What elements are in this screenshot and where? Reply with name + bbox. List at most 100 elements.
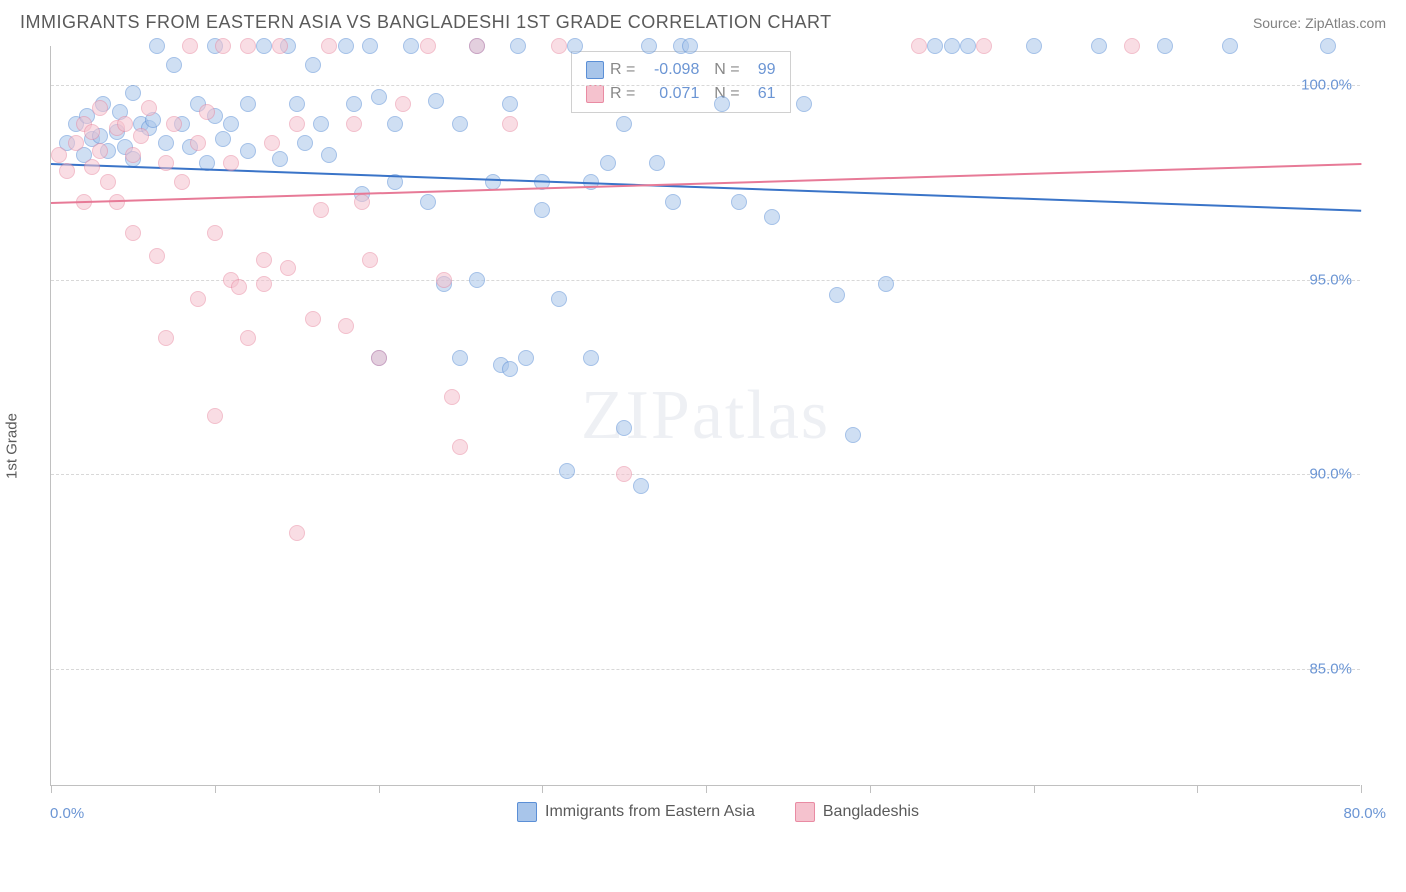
data-point — [600, 155, 616, 171]
data-point — [68, 135, 84, 151]
data-point — [469, 272, 485, 288]
x-tick — [542, 785, 543, 793]
data-point — [158, 330, 174, 346]
data-point — [149, 38, 165, 54]
data-point — [199, 104, 215, 120]
data-point — [502, 116, 518, 132]
x-tick — [379, 785, 380, 793]
x-tick — [706, 785, 707, 793]
data-point — [240, 38, 256, 54]
data-point — [371, 89, 387, 105]
data-point — [215, 38, 231, 54]
data-point — [616, 466, 632, 482]
data-point — [420, 194, 436, 210]
data-point — [362, 38, 378, 54]
gridline — [51, 280, 1360, 281]
data-point — [149, 248, 165, 264]
correlation-legend-box: R = -0.098 N = 99R = 0.071 N = 61 — [571, 51, 791, 113]
data-point — [231, 279, 247, 295]
watermark: ZIPatlas — [581, 376, 830, 456]
data-point — [534, 202, 550, 218]
data-point — [289, 116, 305, 132]
data-point — [551, 38, 567, 54]
x-tick — [1034, 785, 1035, 793]
source-attribution: Source: ZipAtlas.com — [1253, 15, 1386, 31]
data-point — [223, 155, 239, 171]
legend-row: R = -0.098 N = 99 — [586, 58, 776, 82]
x-tick — [1197, 785, 1198, 793]
data-point — [1320, 38, 1336, 54]
data-point — [240, 96, 256, 112]
data-point — [731, 194, 747, 210]
data-point — [633, 478, 649, 494]
data-point — [84, 159, 100, 175]
data-point — [305, 57, 321, 73]
data-point — [428, 93, 444, 109]
data-point — [403, 38, 419, 54]
data-point — [338, 318, 354, 334]
legend-item: Immigrants from Eastern Asia — [517, 802, 755, 822]
y-tick-label: 100.0% — [1301, 76, 1352, 93]
data-point — [59, 163, 75, 179]
data-point — [452, 116, 468, 132]
data-point — [927, 38, 943, 54]
x-tick — [215, 785, 216, 793]
gridline — [51, 669, 1360, 670]
data-point — [174, 174, 190, 190]
data-point — [256, 38, 272, 54]
data-point — [240, 143, 256, 159]
data-point — [92, 100, 108, 116]
data-point — [240, 330, 256, 346]
data-point — [878, 276, 894, 292]
data-point — [256, 276, 272, 292]
data-point — [354, 194, 370, 210]
chart-title: IMMIGRANTS FROM EASTERN ASIA VS BANGLADE… — [20, 12, 832, 33]
data-point — [256, 252, 272, 268]
data-point — [911, 38, 927, 54]
data-point — [190, 291, 206, 307]
data-point — [845, 427, 861, 443]
data-point — [264, 135, 280, 151]
data-point — [567, 38, 583, 54]
data-point — [338, 38, 354, 54]
x-tick — [51, 785, 52, 793]
data-point — [510, 38, 526, 54]
data-point — [371, 350, 387, 366]
data-point — [346, 96, 362, 112]
data-point — [444, 389, 460, 405]
data-point — [313, 202, 329, 218]
data-point — [682, 38, 698, 54]
data-point — [616, 116, 632, 132]
y-tick-label: 85.0% — [1309, 661, 1352, 678]
data-point — [469, 38, 485, 54]
data-point — [649, 155, 665, 171]
data-point — [551, 291, 567, 307]
data-point — [944, 38, 960, 54]
data-point — [976, 38, 992, 54]
legend-item: Bangladeshis — [795, 802, 919, 822]
data-point — [166, 57, 182, 73]
data-point — [141, 100, 157, 116]
data-point — [182, 38, 198, 54]
data-point — [92, 143, 108, 159]
data-point — [321, 38, 337, 54]
data-point — [387, 116, 403, 132]
data-point — [362, 252, 378, 268]
data-point — [215, 131, 231, 147]
y-tick-label: 90.0% — [1309, 466, 1352, 483]
series-legend: Immigrants from Eastern Asia Bangladeshis — [50, 802, 1386, 822]
data-point — [158, 155, 174, 171]
data-point — [84, 124, 100, 140]
data-point — [190, 135, 206, 151]
data-point — [796, 96, 812, 112]
data-point — [395, 96, 411, 112]
data-point — [616, 420, 632, 436]
data-point — [436, 272, 452, 288]
data-point — [117, 116, 133, 132]
data-point — [223, 116, 239, 132]
data-point — [166, 116, 182, 132]
data-point — [207, 408, 223, 424]
data-point — [583, 350, 599, 366]
data-point — [665, 194, 681, 210]
data-point — [1026, 38, 1042, 54]
